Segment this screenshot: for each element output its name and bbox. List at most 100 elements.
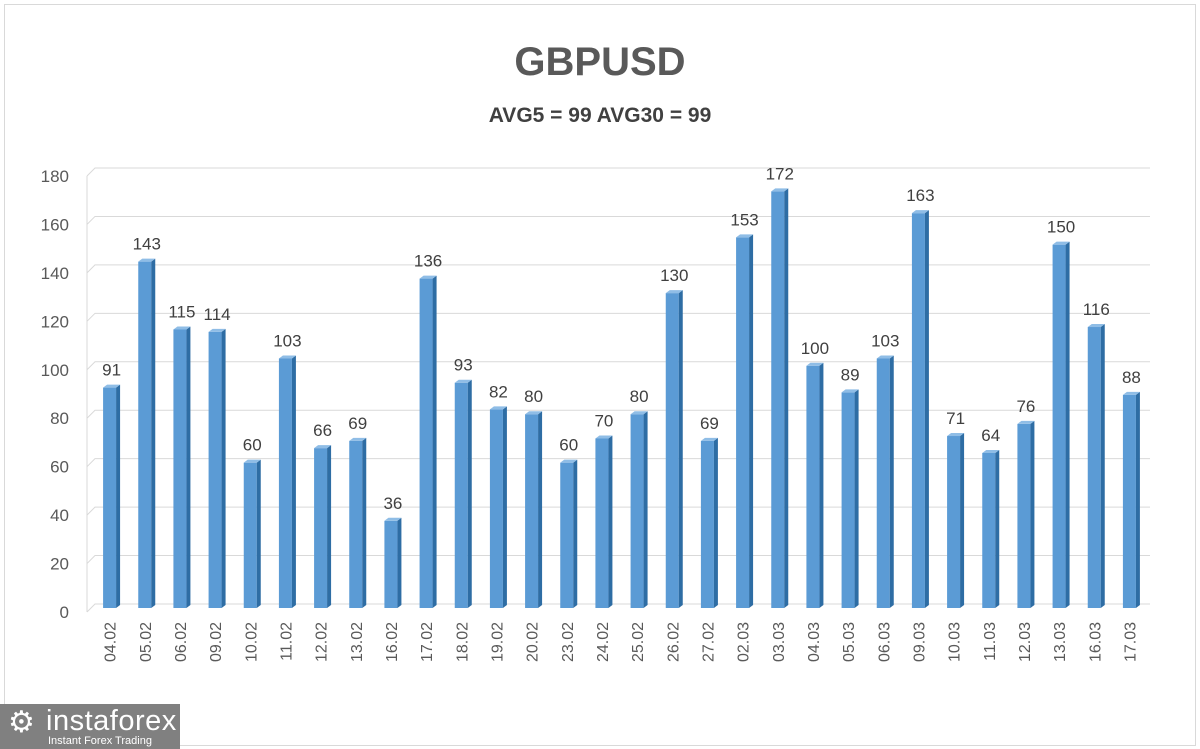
bar [911, 213, 925, 608]
x-tick-label: 05.02 [138, 622, 155, 662]
bar [1122, 394, 1136, 608]
bar-side [854, 389, 859, 608]
chart-frame [4, 4, 1196, 746]
bar-top [489, 406, 507, 410]
bar-side [397, 517, 402, 608]
bar-top [1052, 241, 1070, 245]
x-tick-label: 25.02 [630, 622, 647, 662]
bar [173, 329, 187, 608]
bar-side [784, 188, 789, 608]
bar-top [876, 355, 894, 359]
y-tick-label: 20 [50, 555, 69, 574]
y-tick-label: 160 [41, 215, 69, 234]
bar-side [186, 326, 191, 608]
bar-side [749, 234, 754, 608]
data-label: 103 [871, 332, 899, 351]
bar [278, 358, 292, 608]
bar-side [432, 275, 437, 608]
data-label: 80 [630, 387, 649, 406]
bar [314, 448, 328, 608]
x-tick-label: 05.03 [841, 622, 858, 662]
y-tick-label: 80 [50, 409, 69, 428]
data-label: 153 [730, 210, 758, 229]
data-label: 172 [766, 164, 794, 183]
chart-subtitle: AVG5 = 99 AVG30 = 99 [488, 104, 712, 127]
gridline [86, 458, 1150, 468]
bar-side [924, 210, 929, 608]
bar-side [608, 435, 613, 608]
bar-side [502, 406, 507, 608]
bar-side [678, 290, 683, 608]
bar [665, 293, 679, 608]
bar [419, 278, 433, 608]
data-label: 82 [489, 382, 508, 401]
x-tick-label: 16.03 [1087, 622, 1104, 662]
bar [736, 237, 750, 608]
bar-side [889, 355, 894, 608]
bar-side [1065, 241, 1070, 608]
x-tick-label: 20.02 [525, 622, 542, 662]
bar-side [573, 459, 578, 608]
data-label: 76 [1016, 397, 1035, 416]
data-label: 69 [700, 414, 719, 433]
data-label: 93 [454, 356, 473, 375]
bar-side [1030, 420, 1035, 608]
bar-top [841, 389, 859, 393]
data-label: 80 [524, 387, 543, 406]
data-label: 69 [348, 414, 367, 433]
bar [349, 440, 363, 608]
x-tick-label: 13.02 [349, 622, 366, 662]
x-tick-label: 10.03 [947, 622, 964, 662]
bar-top [349, 437, 367, 441]
bar-side [1135, 391, 1140, 608]
bar [700, 440, 714, 608]
bar [243, 462, 257, 608]
bar-top [278, 355, 296, 359]
x-tick-label: 03.03 [771, 622, 788, 662]
bar [103, 387, 117, 608]
bar-top [665, 290, 683, 294]
data-label: 36 [383, 494, 402, 513]
bar-top [454, 379, 472, 383]
x-tick-label: 04.02 [103, 622, 120, 662]
bar-side [538, 411, 543, 608]
bar-top [208, 328, 226, 332]
data-label: 91 [102, 361, 121, 380]
bar [384, 520, 398, 608]
bar-top [314, 445, 332, 449]
bar-top [525, 411, 543, 415]
data-label: 66 [313, 421, 332, 440]
bar [630, 414, 644, 608]
data-label: 116 [1083, 300, 1110, 319]
data-label: 163 [906, 186, 934, 205]
data-label: 60 [243, 436, 262, 455]
bar-side [362, 437, 367, 608]
y-tick-label: 0 [60, 603, 69, 622]
x-tick-label: 11.03 [982, 622, 999, 661]
bar [982, 452, 996, 608]
bar [489, 409, 503, 608]
bar-top [103, 384, 121, 388]
bar-side [1100, 324, 1105, 608]
bar [841, 392, 855, 608]
x-tick-label: 26.02 [665, 622, 682, 662]
bar [454, 382, 468, 608]
bar-side [221, 328, 226, 608]
y-tick-label: 120 [41, 312, 69, 331]
bar [947, 436, 961, 608]
y-tick-label: 60 [50, 458, 69, 477]
instaforex-logo: ⚙ instaforex Instant Forex Trading [0, 704, 180, 749]
x-tick-label: 10.02 [243, 622, 260, 662]
x-tick-label: 19.02 [489, 622, 506, 662]
x-tick-label: 09.03 [911, 622, 928, 662]
bar-side [151, 258, 156, 608]
bar-side [291, 355, 296, 608]
bar-top [243, 459, 261, 463]
bar [1017, 423, 1031, 608]
bar-side [819, 362, 824, 608]
x-tick-label: 09.02 [208, 622, 225, 662]
x-tick-label: 11.02 [278, 622, 295, 661]
x-tick-label: 18.02 [454, 622, 471, 662]
bar [208, 331, 222, 608]
gridline [86, 264, 1150, 274]
